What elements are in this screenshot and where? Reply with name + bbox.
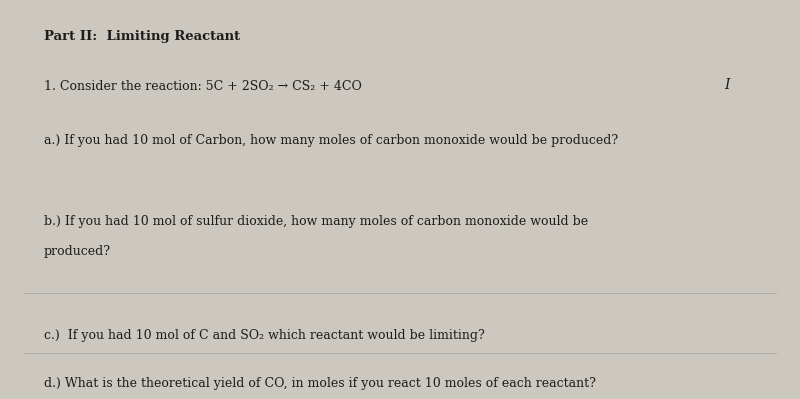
Text: c.)  If you had 10 mol of C and SO₂ which reactant would be limiting?: c.) If you had 10 mol of C and SO₂ which…: [44, 329, 485, 342]
Text: 1. Consider the reaction: 5C + 2SO₂ → CS₂ + 4CO: 1. Consider the reaction: 5C + 2SO₂ → CS…: [44, 80, 362, 93]
Text: I: I: [724, 78, 730, 92]
Text: produced?: produced?: [44, 245, 111, 259]
Text: Part II:  Limiting Reactant: Part II: Limiting Reactant: [44, 30, 240, 43]
Text: b.) If you had 10 mol of sulfur dioxide, how many moles of carbon monoxide would: b.) If you had 10 mol of sulfur dioxide,…: [44, 215, 588, 229]
Text: d.) What is the theoretical yield of CO, in moles if you react 10 moles of each : d.) What is the theoretical yield of CO,…: [44, 377, 596, 390]
Text: a.) If you had 10 mol of Carbon, how many moles of carbon monoxide would be prod: a.) If you had 10 mol of Carbon, how man…: [44, 134, 618, 147]
